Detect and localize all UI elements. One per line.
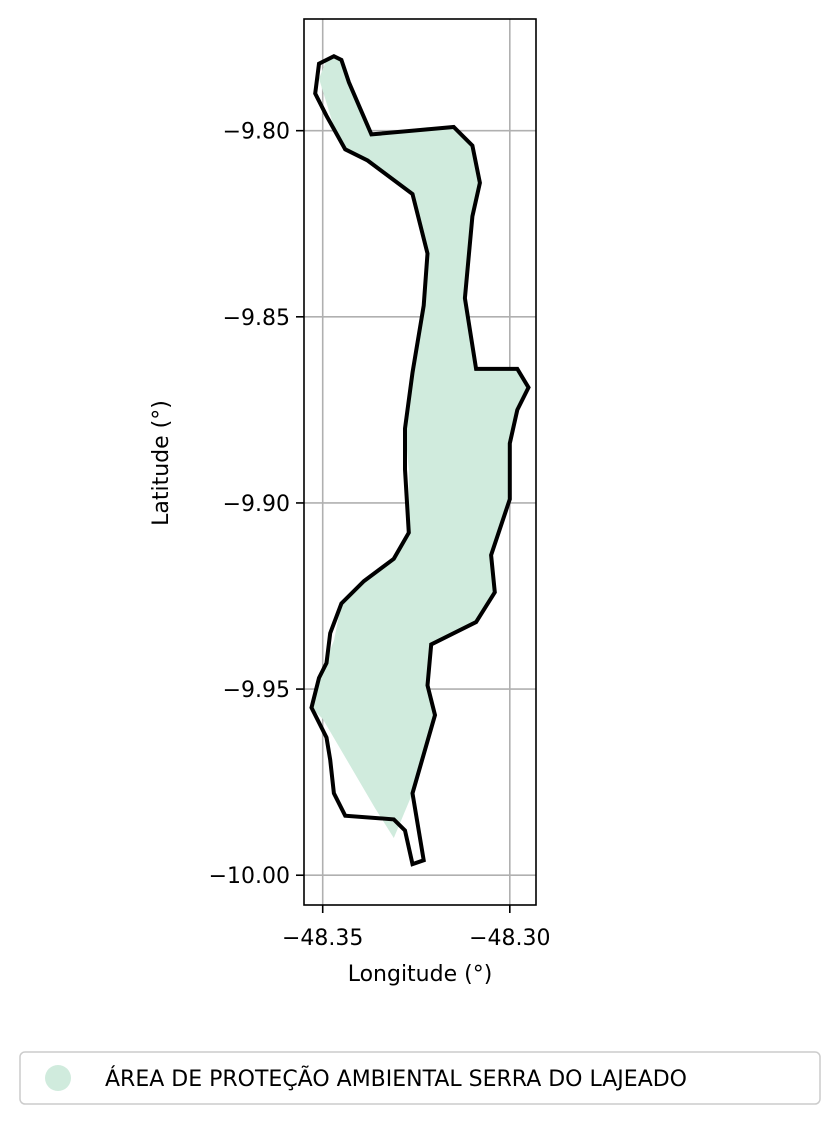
protected-area-outline (309, 53, 531, 867)
x-axis-label: Longitude (°) (348, 962, 493, 987)
x-tick-label: −48.30 (469, 926, 550, 951)
y-tick-label: −9.90 (223, 492, 290, 517)
legend-label: ÁREA DE PROTEÇÃO AMBIENTAL SERRA DO LAJE… (105, 1065, 687, 1092)
y-axis-ticks: −9.80 −9.85 −9.90 −9.95 −10.00 (209, 120, 304, 889)
legend: ÁREA DE PROTEÇÃO AMBIENTAL SERRA DO LAJE… (19, 1051, 821, 1105)
x-tick-label: −48.35 (282, 926, 363, 951)
y-tick-label: −9.95 (223, 678, 290, 703)
plot-area (303, 18, 537, 906)
x-axis-ticks: −48.35 −48.30 (282, 905, 551, 951)
plot-frame (303, 18, 537, 906)
y-tick-label: −9.80 (223, 120, 290, 145)
y-axis-label: Latitude (°) (149, 400, 174, 526)
y-tick-label: −9.85 (223, 306, 290, 331)
protected-area-fill (311, 56, 529, 838)
legend-marker (45, 1065, 71, 1091)
y-tick-label: −10.00 (209, 864, 290, 889)
legend-box (19, 1051, 821, 1105)
